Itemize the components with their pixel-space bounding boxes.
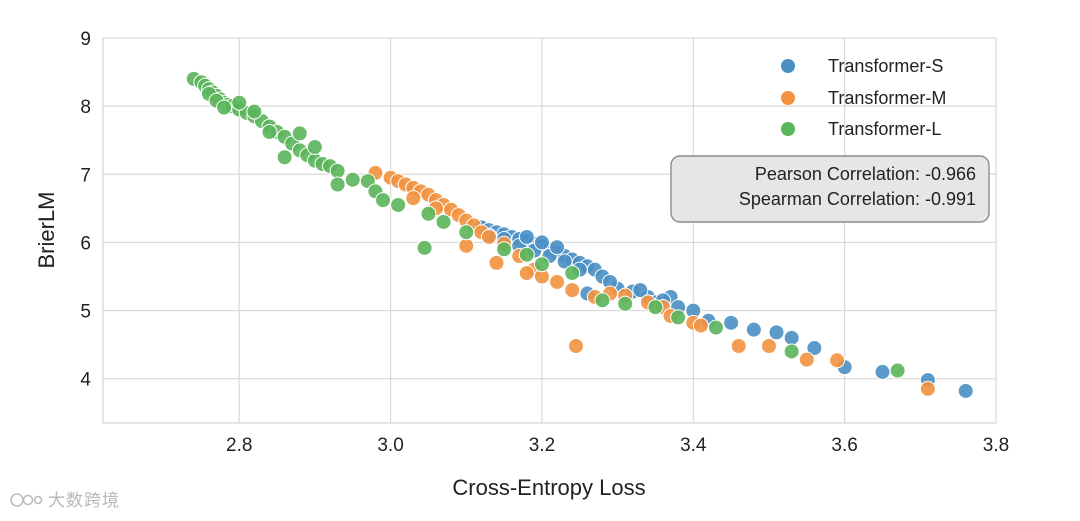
point-transformer-s [874,363,891,380]
legend-marker-transformer-l [781,122,795,136]
data-points [185,70,974,399]
point-transformer-m [798,351,815,368]
point-transformer-s [806,340,823,357]
point-transformer-s [556,253,573,270]
x-tick-label: 3.4 [680,435,707,456]
point-transformer-m [567,338,584,354]
point-transformer-m [692,317,709,334]
point-transformer-l [306,139,323,156]
point-transformer-l [329,176,346,193]
y-tick-label: 4 [80,370,91,391]
point-transformer-l [518,246,535,263]
point-transformer-m [919,380,936,397]
point-transformer-l [276,149,293,166]
point-transformer-l [329,162,346,179]
point-transformer-s [549,239,566,256]
pearson-correlation: Pearson Correlation: -0.966 [755,164,976,184]
y-axis-label: BrierLM [34,191,59,268]
x-tick-label: 3.8 [983,435,1009,456]
x-tick-label: 3.0 [377,435,403,456]
y-tick-label: 7 [80,165,91,186]
watermark-logo-icon [10,493,43,507]
point-transformer-m [518,265,535,282]
point-transformer-l [291,125,308,142]
point-transformer-l [647,299,664,316]
point-transformer-s [957,382,974,399]
point-transformer-m [829,352,846,369]
point-transformer-l [564,265,581,282]
point-transformer-l [617,295,634,312]
point-transformer-m [458,237,475,254]
point-transformer-l [594,292,611,309]
point-transformer-s [783,329,800,346]
correlation-box-bg [670,155,990,223]
spearman-correlation: Spearman Correlation: -0.991 [739,189,976,209]
legend-label-transformer-m: Transformer-M [828,88,946,108]
x-axis-label: Cross-Entropy Loss [452,475,645,500]
legend-label-transformer-s: Transformer-S [828,56,943,76]
point-transformer-l [344,171,361,188]
legend-marker-transformer-m [781,91,795,105]
point-transformer-l [533,256,550,273]
plot-area [102,37,997,424]
y-tick-label: 5 [80,302,91,323]
point-transformer-l [261,124,278,141]
x-tick-label: 3.6 [831,435,857,456]
legend-label-transformer-l: Transformer-L [828,119,941,139]
point-transformer-s [745,321,762,338]
point-transformer-l [783,343,800,360]
point-transformer-s [518,228,535,245]
point-transformer-l [390,196,407,213]
point-transformer-s [632,282,649,299]
x-tick-label: 3.2 [529,435,555,456]
point-transformer-l [416,239,433,256]
point-transformer-m [480,228,497,245]
point-transformer-m [760,338,777,354]
watermark-text: 大数跨境 [48,491,120,511]
legend-marker-transformer-s [781,59,795,73]
point-transformer-l [231,94,248,111]
point-transformer-l [670,309,687,326]
point-transformer-l [375,192,392,209]
y-tick-label: 9 [80,29,91,50]
point-transformer-m [549,273,566,290]
point-transformer-m [488,254,505,271]
watermark: 大数跨境 [10,486,120,511]
y-tick-label: 8 [80,97,91,118]
point-transformer-l [216,99,233,116]
point-transformer-l [707,319,724,336]
point-transformer-l [458,224,475,241]
point-transformer-l [889,362,906,379]
point-transformer-s [723,314,740,331]
point-transformer-l [246,103,263,120]
tick-labels: 2.8 3.0 3.2 3.4 3.6 3.8 4 5 6 7 8 9 [80,29,1009,456]
x-tick-label: 2.8 [226,435,252,456]
y-tick-label: 6 [80,233,91,254]
point-transformer-m [564,282,581,299]
point-transformer-m [405,190,422,207]
correlation-box: Pearson Correlation: -0.966 Spearman Cor… [670,155,990,223]
point-transformer-l [420,205,437,222]
point-transformer-m [730,338,747,354]
point-transformer-s [533,234,550,251]
point-transformer-l [496,241,513,258]
point-transformer-l [435,213,452,230]
point-transformer-s [768,324,785,341]
legend: Transformer-S Transformer-M Transformer-… [781,56,946,139]
